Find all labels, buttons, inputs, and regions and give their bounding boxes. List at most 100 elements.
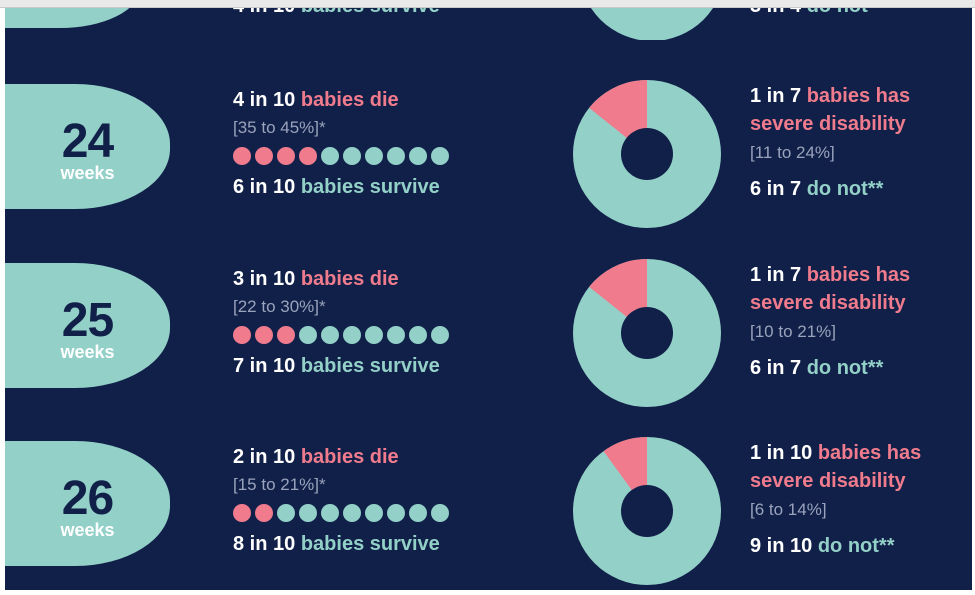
- not-count: 6 in 7: [750, 178, 802, 200]
- survive-dot: [321, 147, 339, 165]
- not-count: 6 in 7: [750, 357, 802, 379]
- die-dot: [255, 147, 273, 165]
- survive-dot: [365, 147, 383, 165]
- disability-line: 1 in 7 babies has: [750, 264, 910, 287]
- die-label: babies die: [300, 268, 399, 290]
- weeks-number: 26: [61, 472, 114, 525]
- die-label: babies die: [300, 446, 399, 468]
- survive-dot: [299, 326, 317, 344]
- die-dot: [299, 147, 317, 165]
- weeks-label: weeks: [60, 520, 115, 540]
- donut-partial-segment: [590, 8, 714, 40]
- not-line: 6 in 7 do not**: [750, 357, 883, 380]
- not-label: do not**: [806, 357, 884, 379]
- disability-label-1: babies has: [817, 442, 922, 464]
- survive-dot: [343, 147, 361, 165]
- die-dot: [277, 326, 295, 344]
- die-range: [35 to 45%]*: [233, 118, 326, 137]
- donut-hole: [621, 128, 673, 180]
- donut-partial: [590, 8, 714, 40]
- survive-dot: [277, 504, 295, 522]
- dot-scale: [233, 504, 449, 522]
- weeks-badge: [5, 84, 170, 209]
- die-dot: [255, 326, 273, 344]
- weeks-badge-partial: [5, 8, 140, 28]
- survive-line-partial: 4 in 10 babies survive: [233, 8, 440, 18]
- survive-dot: [409, 326, 427, 344]
- die-line: 2 in 10 babies die: [233, 446, 399, 469]
- window-top-edge: [0, 0, 975, 8]
- survive-dot: [299, 504, 317, 522]
- survive-label: babies survive: [300, 533, 440, 555]
- survive-line: 7 in 10 babies survive: [233, 355, 440, 378]
- survive-dot: [321, 504, 339, 522]
- die-line: 3 in 10 babies die: [233, 268, 399, 291]
- survive-count: 6 in 10: [233, 176, 296, 198]
- survive-label: babies survive: [300, 355, 440, 377]
- survive-dot: [343, 326, 361, 344]
- disability-label-2: severe disability: [750, 470, 906, 492]
- survive-dot: [387, 504, 405, 522]
- disability-donut: [573, 259, 721, 407]
- survive-label: babies survive: [300, 176, 440, 198]
- die-dot: [277, 147, 295, 165]
- die-count: 4 in 10: [233, 89, 296, 111]
- weeks-label: weeks: [60, 163, 115, 183]
- disability-count: 1 in 7: [750, 264, 802, 286]
- not-line: 9 in 10 do not**: [750, 535, 894, 558]
- disability-count: 1 in 10: [750, 442, 813, 464]
- disability-range: [11 to 24%]: [750, 143, 835, 162]
- survive-dot: [365, 504, 383, 522]
- die-dot: [233, 147, 251, 165]
- dot-scale: [233, 147, 449, 165]
- disability-range: [6 to 14%]: [750, 500, 827, 519]
- survive-dot: [321, 326, 339, 344]
- die-count: 2 in 10: [233, 446, 296, 468]
- not-line: 6 in 7 do not**: [750, 178, 883, 201]
- survive-dot: [365, 326, 383, 344]
- survive-label: babies survive: [301, 8, 440, 17]
- weeks-number: 25: [61, 294, 114, 347]
- die-label: babies die: [300, 89, 399, 111]
- disability-donut: [573, 80, 721, 228]
- survive-dot: [431, 504, 449, 522]
- die-range: [15 to 21%]*: [233, 475, 326, 494]
- weeks-number: 24: [61, 115, 114, 168]
- disability-label-1: babies has: [806, 85, 911, 107]
- weeks-label: weeks: [60, 342, 115, 362]
- disability-range: [10 to 21%]: [750, 322, 837, 341]
- weeks-badge: [5, 263, 170, 388]
- disability-donut: [573, 437, 721, 585]
- die-dot: [255, 504, 273, 522]
- disability-label-2: severe disability: [750, 292, 906, 314]
- die-dot: [233, 504, 251, 522]
- survive-dot: [431, 326, 449, 344]
- dot-scale: [233, 326, 449, 344]
- disability-line: 1 in 10 babies has: [750, 442, 921, 465]
- survive-line: 8 in 10 babies survive: [233, 533, 440, 556]
- die-range: [22 to 30%]*: [233, 297, 326, 316]
- not-count: 9 in 10: [750, 535, 813, 557]
- infographic-panel: 4 in 10 babies survive 3 in 4 do not** 2…: [5, 8, 972, 590]
- survive-dot: [409, 504, 427, 522]
- disability-label-1: babies has: [806, 264, 911, 286]
- survive-dot: [387, 147, 405, 165]
- donut-hole: [621, 307, 673, 359]
- survive-count: 7 in 10: [233, 355, 296, 377]
- survive-count: 8 in 10: [233, 533, 296, 555]
- not-line-partial: 3 in 4 do not**: [750, 8, 883, 18]
- die-count: 3 in 10: [233, 268, 296, 290]
- die-dot: [233, 326, 251, 344]
- survive-dot: [409, 147, 427, 165]
- survive-line: 6 in 10 babies survive: [233, 176, 440, 199]
- disability-line: 1 in 7 babies has: [750, 85, 910, 108]
- survive-count: 4 in 10: [233, 8, 295, 17]
- not-count: 3 in 4: [750, 8, 801, 17]
- survive-dot: [343, 504, 361, 522]
- weeks-badge: [5, 441, 170, 566]
- survive-dot: [431, 147, 449, 165]
- not-label: do not**: [807, 8, 884, 17]
- donut-hole: [621, 485, 673, 537]
- die-line: 4 in 10 babies die: [233, 89, 399, 112]
